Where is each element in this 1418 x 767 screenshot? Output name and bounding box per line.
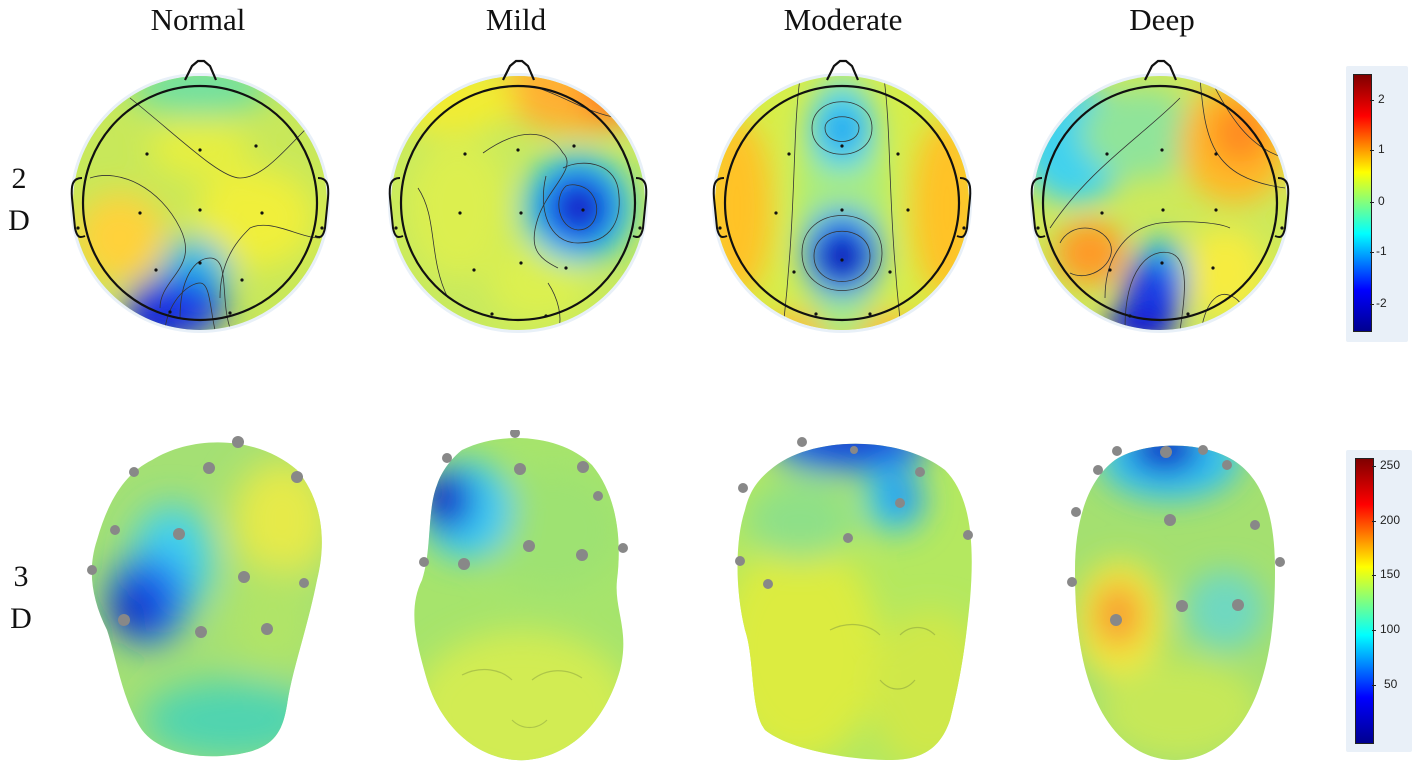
topomap-2d-deep <box>1030 59 1290 333</box>
colorbar-3d-tickmark <box>1372 521 1376 522</box>
head-3d-mild <box>414 430 628 761</box>
colorbar-2d-tickmark <box>1370 150 1374 151</box>
colorbar-2d-tick-label: -2 <box>1376 296 1387 310</box>
topomap-2d-moderate <box>712 59 972 333</box>
row-label-2d-line2: D <box>8 204 30 237</box>
topomap-2d-normal <box>70 59 330 333</box>
colorbar-2d-tick-label: 2 <box>1378 92 1385 106</box>
colorbar-3d-gradient <box>1355 458 1374 744</box>
colorbar-3d-tickmark <box>1372 685 1376 686</box>
colorbar-3d-tick-label: 200 <box>1380 513 1401 527</box>
row-label-3d-line2: D <box>10 602 32 635</box>
column-title-mild: Mild <box>485 2 547 37</box>
column-title-moderate: Moderate <box>783 2 903 37</box>
row-label-3d: 3 D <box>6 556 36 640</box>
head-3d-moderate <box>735 437 973 760</box>
colorbar-3d-tick-label: 250 <box>1380 458 1401 472</box>
row-label-2d: 2 D <box>4 158 34 242</box>
colorbar-2d-tickmark <box>1370 100 1374 101</box>
head-3d-normal <box>87 436 322 757</box>
colorbar-2d-tickmark <box>1370 304 1374 305</box>
head-3d-deep <box>1067 445 1285 760</box>
row-label-3d-line1: 3 <box>13 560 29 593</box>
colorbar-2d-tickmark <box>1370 252 1374 253</box>
colorbar-3d-tickmark <box>1372 466 1376 467</box>
column-title-normal: Normal <box>150 2 246 37</box>
column-title-deep: Deep <box>1129 2 1195 37</box>
colorbar-2d: 2 1 0 -1 -2 <box>1346 66 1408 342</box>
colorbar-3d: 250 200 150 100 50 <box>1346 450 1412 752</box>
colorbar-2d-tick-label: 0 <box>1378 194 1385 208</box>
row-label-2d-line1: 2 <box>11 162 27 195</box>
colorbar-2d-tickmark <box>1370 202 1374 203</box>
colorbar-2d-tick-label: -1 <box>1376 244 1387 258</box>
colorbar-3d-tick-label: 150 <box>1380 567 1401 581</box>
colorbar-3d-tick-label: 50 <box>1384 677 1398 691</box>
colorbar-2d-gradient <box>1353 74 1372 332</box>
colorbar-3d-tickmark <box>1372 575 1376 576</box>
colorbar-3d-tickmark <box>1372 630 1376 631</box>
colorbar-2d-tick-label: 1 <box>1378 142 1385 156</box>
colorbar-3d-tick-label: 100 <box>1380 622 1401 636</box>
topomap-2d-mild <box>388 59 648 333</box>
